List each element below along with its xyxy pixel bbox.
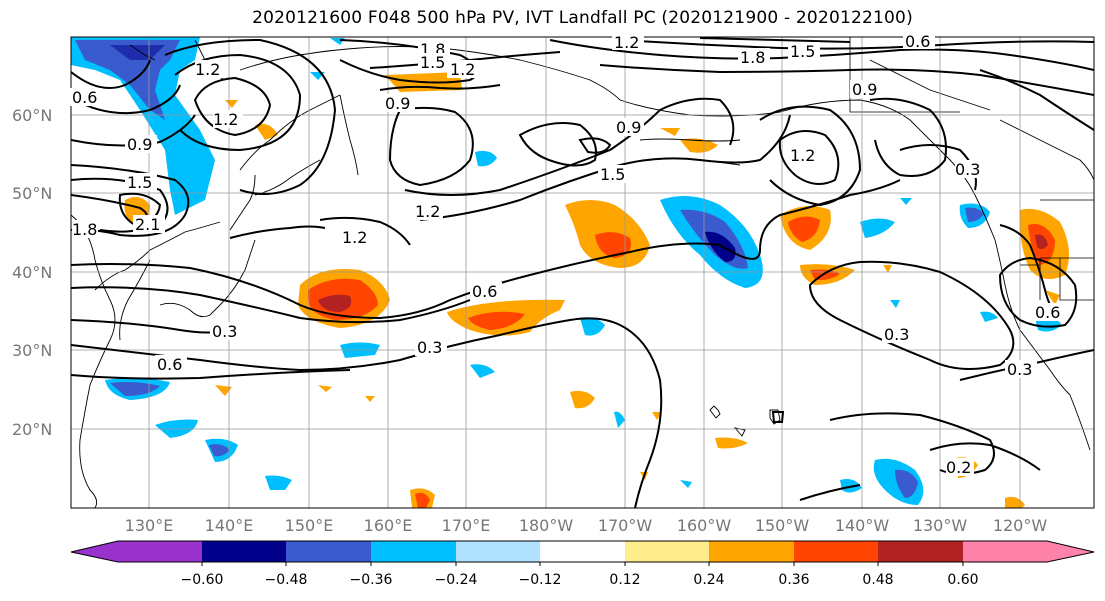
colorbar-tick-label: −0.36 [350, 572, 393, 588]
contour-label: 1.5 [600, 165, 625, 184]
lat-label: 40°N [12, 263, 52, 282]
contour-label: 0.6 [1035, 303, 1060, 322]
pv-contours [71, 37, 1094, 508]
colorbar-tick-label: 0.12 [609, 572, 640, 588]
contour-label: 0.2 [946, 458, 971, 477]
contour-label: 0.9 [616, 118, 641, 137]
colorbar-tick-label: −0.60 [181, 572, 224, 588]
colorbar-tick-label: −0.24 [435, 572, 478, 588]
latitude-labels: 60°N 50°N 40°N 30°N 20°N [12, 106, 52, 439]
colorbar-segment [371, 541, 456, 562]
colorbar-tick-label: 0.36 [778, 572, 809, 588]
longitude-labels: 130°E 140°E 150°E 160°E 170°E 180°W 170°… [125, 516, 1048, 535]
colorbar-segment [625, 541, 709, 562]
lon-label: 180°W [519, 516, 574, 535]
lat-label: 30°N [12, 341, 52, 360]
colorbar-tick-label: −0.12 [519, 572, 562, 588]
lon-label: 150°W [755, 516, 810, 535]
contour-label-group: 1.8 1.5 1.2 0.9 0.6 0.9 1.5 2.1 1.8 1.2 … [70, 32, 1061, 477]
contour-label: 0.3 [955, 160, 980, 179]
colorbar-segment [456, 541, 540, 562]
contour-label: 1.2 [790, 146, 815, 165]
lon-label: 160°W [677, 516, 732, 535]
contour-label: 1.8 [740, 48, 765, 67]
lon-label: 170°E [442, 516, 491, 535]
lon-label: 130°E [125, 516, 174, 535]
lon-label: 160°E [364, 516, 413, 535]
colorbar-segment [286, 541, 371, 562]
contour-label: 1.2 [213, 110, 238, 129]
contour-label: 1.5 [790, 42, 815, 61]
colorbar-segment [709, 541, 794, 562]
colorbar-segment [71, 541, 202, 562]
lon-label: 150°E [285, 516, 334, 535]
colorbar-tick-label: 0.48 [862, 572, 893, 588]
contour-label: 1.2 [195, 60, 220, 79]
contour-label: 0.6 [905, 32, 930, 51]
lat-label: 60°N [12, 106, 52, 125]
lon-label: 140°W [835, 516, 890, 535]
contour-label: 0.9 [127, 135, 152, 154]
contour-label: 0.3 [1007, 360, 1032, 379]
lon-label: 170°W [598, 516, 653, 535]
map-panel [71, 37, 1094, 508]
contour-label: 1.2 [450, 60, 475, 79]
colorbar-segment [794, 541, 878, 562]
lon-label: 140°E [205, 516, 254, 535]
colorbar-segment [963, 541, 1094, 562]
contour-label: 0.9 [385, 94, 410, 113]
colorbar-segment [540, 541, 625, 562]
colorbar-ticks [201, 562, 964, 566]
colorbar-tick-label: −0.48 [265, 572, 308, 588]
contour-label: 1.2 [415, 202, 440, 221]
contour-label: 1.5 [420, 53, 445, 72]
lat-label: 20°N [12, 420, 52, 439]
contour-label: 0.6 [472, 282, 497, 301]
contour-label: 0.9 [852, 80, 877, 99]
colorbar-segment [202, 541, 286, 562]
map-frame [70, 36, 1095, 509]
lat-label: 50°N [12, 184, 52, 203]
contour-label: 1.2 [342, 228, 367, 247]
contour-label: 0.6 [157, 355, 182, 374]
contour-label: 2.1 [135, 215, 160, 234]
colorbar-tick-label: 0.60 [947, 572, 978, 588]
contour-label: 0.6 [72, 88, 97, 107]
contour-label: 1.5 [127, 173, 152, 192]
lon-label: 130°W [913, 516, 968, 535]
contour-label: 0.3 [417, 338, 442, 357]
colorbar-segment [878, 541, 963, 562]
lon-label: 120°W [993, 516, 1048, 535]
contour-label: 0.3 [884, 325, 909, 344]
contour-label: 1.2 [614, 33, 639, 52]
colorbar-tick-label: 0.24 [693, 572, 724, 588]
colorbar: −0.60 −0.48 −0.36 −0.24 −0.12 0.12 0.24 … [70, 540, 1095, 588]
contour-label: 1.8 [72, 220, 97, 239]
map-title: 2020121600 F048 500 hPa PV, IVT Landfall… [252, 8, 913, 28]
gridlines [71, 37, 1094, 508]
contour-label: 0.3 [212, 322, 237, 341]
